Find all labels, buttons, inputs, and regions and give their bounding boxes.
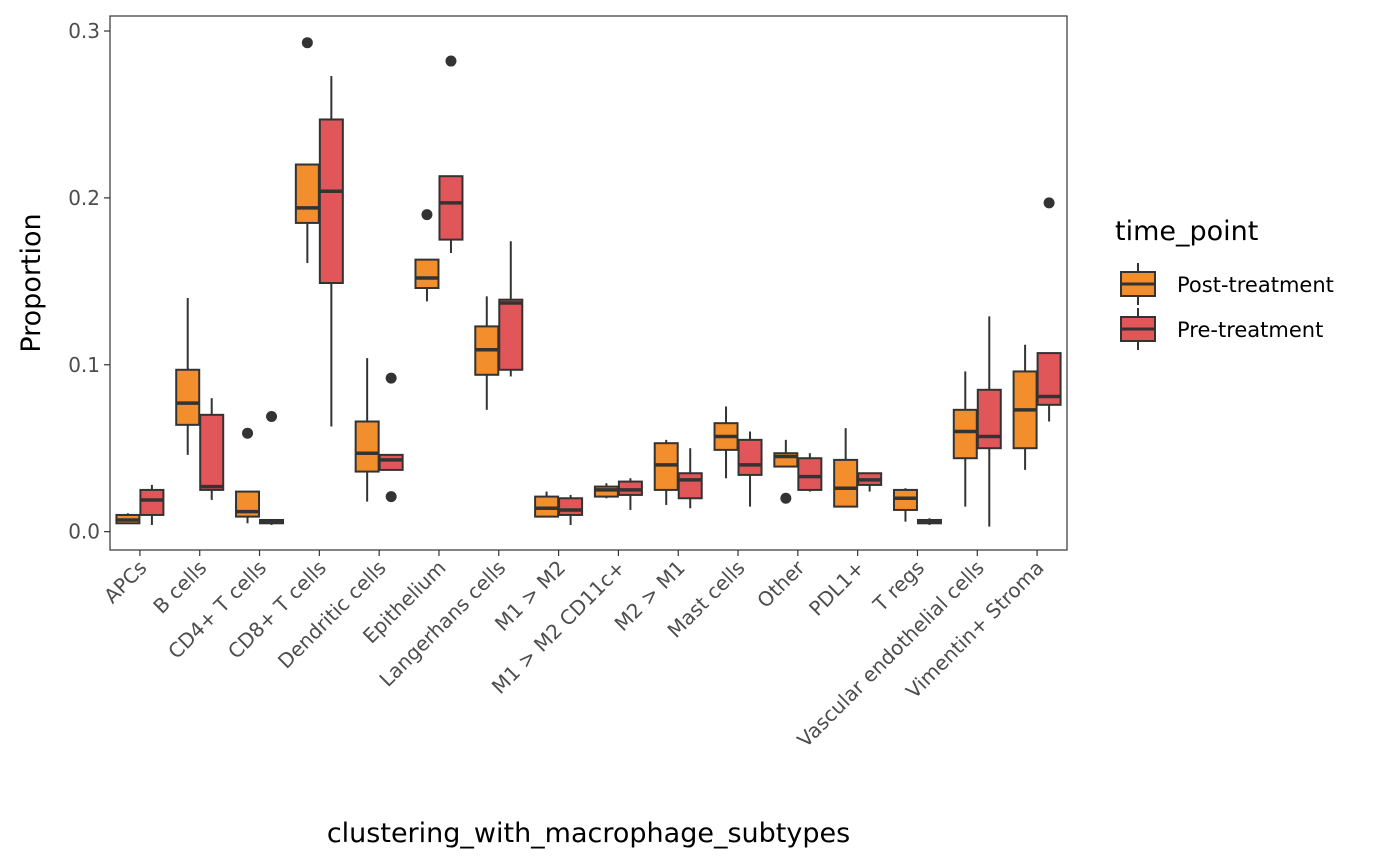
- plot-panel-border: [109, 15, 1068, 551]
- box-iqr: [952, 408, 978, 460]
- legend-item-post-treatment: Post-treatment: [1120, 263, 1334, 305]
- y-tick-label: 0.3: [68, 19, 100, 43]
- legend-title: time_point: [1115, 216, 1258, 247]
- box-iqr: [677, 472, 703, 500]
- box-iqr: [438, 175, 464, 241]
- outlier-point: [1043, 197, 1055, 209]
- box-post-treatment-b-cells: [175, 298, 201, 455]
- legend-label: Post-treatment: [1177, 273, 1334, 297]
- legend-label: Pre-treatment: [1177, 318, 1323, 342]
- box-pre-treatment-t-regs: [916, 518, 942, 525]
- box-iqr: [378, 453, 404, 471]
- box-iqr: [354, 420, 380, 473]
- box-iqr: [414, 258, 440, 290]
- box-post-treatment-other: [773, 439, 799, 504]
- box-pre-treatment-vimentin-stroma: [1036, 197, 1062, 422]
- box-pre-treatment-m1-m2-cd11c: [617, 478, 643, 510]
- outlier-point: [385, 372, 397, 384]
- y-axis-title: Proportion: [16, 213, 47, 352]
- box-pre-treatment-b-cells: [199, 398, 225, 500]
- box-post-treatment-vimentin-stroma: [1012, 344, 1038, 470]
- box-iqr: [294, 163, 320, 224]
- box-post-treatment-mast-cells: [713, 406, 739, 479]
- outlier-point: [301, 37, 313, 49]
- box-iqr: [797, 457, 823, 491]
- box-iqr: [1036, 352, 1062, 406]
- box-post-treatment-m2-m1: [653, 439, 679, 505]
- outlier-point: [780, 492, 792, 504]
- y-axis: 0.0 0.1 0.2 0.3: [68, 19, 110, 544]
- outlier-point: [266, 411, 278, 422]
- box-pre-treatment-mast-cells: [737, 431, 763, 507]
- box-iqr: [558, 497, 584, 516]
- outlier-point: [421, 209, 433, 221]
- box-post-treatment-pdl1: [833, 428, 859, 508]
- box-pre-treatment-m2-m1: [677, 448, 703, 509]
- box-post-treatment-cd4-t-cells: [235, 427, 261, 524]
- outlier-point: [385, 491, 397, 503]
- legend: time_point Post-treatment Pre-treatment: [1115, 216, 1334, 350]
- box-iqr: [498, 298, 524, 371]
- box-pre-treatment-dendritic-cells: [378, 372, 404, 503]
- x-axis-title: clustering_with_macrophage_subtypes: [327, 818, 850, 849]
- box-iqr: [175, 368, 201, 426]
- box-pre-treatment-langerhans-cells: [498, 241, 524, 377]
- box-pre-treatment-epithelium: [438, 55, 464, 253]
- outlier-point: [242, 427, 254, 439]
- box-iqr: [976, 388, 1002, 450]
- box-pre-treatment-vascular-endothelial-cells: [976, 316, 1002, 527]
- y-tick-label: 0.0: [68, 520, 100, 544]
- box-post-treatment-m1-m2: [534, 491, 560, 518]
- box-post-treatment-cd8-t-cells: [294, 37, 320, 263]
- legend-item-pre-treatment: Pre-treatment: [1120, 308, 1323, 350]
- outlier-point: [445, 55, 457, 67]
- box-post-treatment-apcs: [115, 513, 141, 525]
- y-tick-label: 0.1: [68, 353, 100, 377]
- box-post-treatment-epithelium: [414, 209, 440, 302]
- box-iqr: [199, 413, 225, 491]
- box-layer: [115, 37, 1062, 527]
- box-pre-treatment-cd4-t-cells: [259, 411, 285, 525]
- box-iqr: [139, 488, 165, 516]
- box-post-treatment-t-regs: [892, 488, 918, 522]
- box-pre-treatment-cd8-t-cells: [318, 76, 344, 427]
- box-pre-treatment-other: [797, 453, 823, 492]
- box-post-treatment-dendritic-cells: [354, 358, 380, 502]
- box-iqr: [318, 118, 344, 285]
- box-pre-treatment-pdl1: [857, 472, 883, 492]
- box-pre-treatment-apcs: [139, 484, 165, 525]
- box-pre-treatment-m1-m2: [558, 494, 584, 525]
- plot-panel: [110, 16, 1067, 550]
- legend-items: Post-treatment Pre-treatment: [1120, 263, 1334, 350]
- box-iqr: [833, 458, 859, 508]
- box-iqr: [737, 438, 763, 476]
- y-tick-label: 0.2: [68, 186, 100, 210]
